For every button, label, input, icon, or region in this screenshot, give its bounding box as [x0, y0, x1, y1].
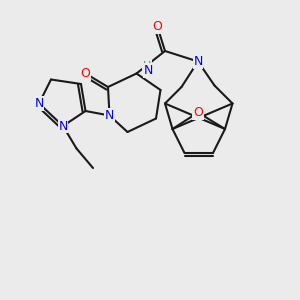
Text: N: N: [58, 119, 68, 133]
Text: N: N: [144, 64, 153, 77]
Text: H: H: [143, 61, 151, 71]
Text: O: O: [153, 20, 162, 34]
Text: N: N: [193, 55, 203, 68]
Text: N: N: [34, 97, 44, 110]
Text: O: O: [81, 67, 90, 80]
Text: O: O: [193, 106, 203, 119]
Text: N: N: [105, 109, 114, 122]
